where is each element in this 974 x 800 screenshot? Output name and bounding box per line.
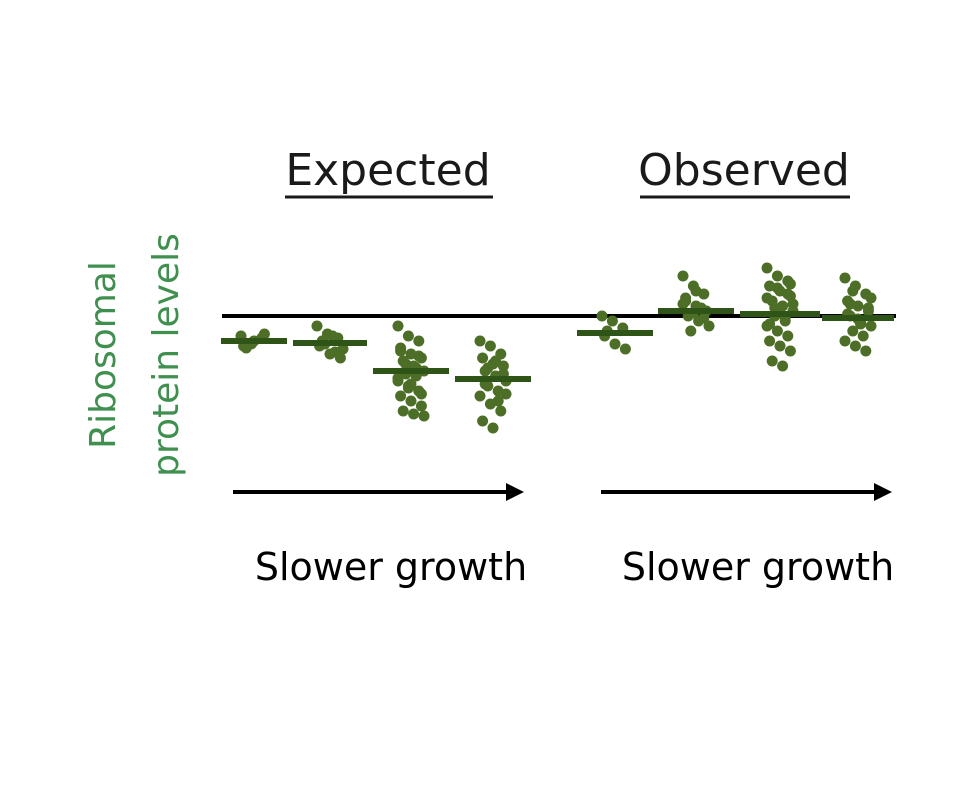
data-point <box>847 325 859 337</box>
data-point <box>495 405 507 417</box>
group-expected-3 <box>373 320 449 422</box>
data-point <box>415 388 427 400</box>
data-point <box>849 340 861 352</box>
expected-title-group: Expected <box>285 145 493 199</box>
expected-growth-arrow <box>233 483 524 501</box>
data-point <box>487 422 499 434</box>
data-point <box>395 390 407 402</box>
data-point <box>865 320 877 332</box>
data-point <box>703 320 715 332</box>
group-observed-1 <box>577 310 653 355</box>
data-point <box>405 395 417 407</box>
observed-panel-title: Observed <box>638 145 850 196</box>
data-point <box>839 272 851 284</box>
data-point <box>855 318 867 330</box>
y-axis-label-line1: Ribosomal <box>83 261 124 449</box>
data-point <box>619 343 631 355</box>
data-point <box>311 320 323 332</box>
data-point <box>862 302 874 314</box>
group-observed-3 <box>740 262 820 372</box>
group-expected-4 <box>455 335 531 434</box>
data-point <box>397 405 409 417</box>
data-point <box>474 335 486 347</box>
data-point <box>690 285 702 297</box>
data-point <box>413 350 425 362</box>
data-point <box>677 270 689 282</box>
data-point <box>327 330 339 342</box>
observed-title-group: Observed <box>638 145 850 199</box>
data-point <box>685 325 697 337</box>
data-point <box>764 335 776 347</box>
data-point <box>865 292 877 304</box>
data-point <box>860 345 872 357</box>
data-point <box>492 395 504 407</box>
expected-slower-growth-label: Slower growth <box>255 545 527 589</box>
data-point <box>787 298 799 310</box>
data-point <box>402 330 414 342</box>
observed-arrow-head <box>874 483 892 501</box>
data-point <box>415 400 427 412</box>
data-point <box>596 310 608 322</box>
data-point <box>839 335 851 347</box>
data-point <box>766 355 778 367</box>
data-point <box>418 410 430 422</box>
data-point <box>500 388 512 400</box>
group-expected-1 <box>221 328 287 354</box>
data-point <box>606 315 618 327</box>
data-point <box>782 288 794 300</box>
data-point <box>680 292 692 304</box>
data-point <box>761 262 773 274</box>
data-point <box>777 360 789 372</box>
expected-arrow-head <box>506 483 524 501</box>
data-point <box>844 298 856 310</box>
data-point <box>771 270 783 282</box>
data-point <box>408 408 420 420</box>
data-point <box>784 345 796 357</box>
group-expected-2 <box>293 320 367 364</box>
data-point <box>392 320 404 332</box>
data-point <box>392 372 404 384</box>
data-point <box>490 355 502 367</box>
data-groups <box>221 262 894 434</box>
data-point <box>413 335 425 347</box>
data-point <box>784 278 796 290</box>
data-point <box>400 358 412 370</box>
data-point <box>771 325 783 337</box>
data-point <box>474 390 486 402</box>
data-point <box>764 318 776 330</box>
data-point <box>774 340 786 352</box>
data-point <box>609 338 621 350</box>
data-point <box>395 345 407 357</box>
data-point <box>482 362 494 374</box>
y-axis-label-line2: protein levels <box>146 233 187 477</box>
data-point <box>258 328 270 340</box>
y-axis-label: Ribosomal protein levels <box>83 233 187 477</box>
group-observed-2 <box>658 270 734 337</box>
data-point <box>329 346 341 358</box>
observed-growth-arrow <box>601 483 892 501</box>
observed-slower-growth-label: Slower growth <box>622 545 894 589</box>
data-point <box>771 282 783 294</box>
data-point <box>698 312 710 324</box>
data-point <box>857 330 869 342</box>
data-point <box>405 378 417 390</box>
data-point <box>477 352 489 364</box>
data-point <box>761 292 773 304</box>
data-point <box>240 342 252 354</box>
data-point <box>782 330 794 342</box>
group-observed-4 <box>822 272 894 357</box>
expected-panel-title: Expected <box>285 145 490 196</box>
data-point <box>847 285 859 297</box>
data-point <box>497 360 509 372</box>
data-point <box>484 340 496 352</box>
data-point <box>477 415 489 427</box>
